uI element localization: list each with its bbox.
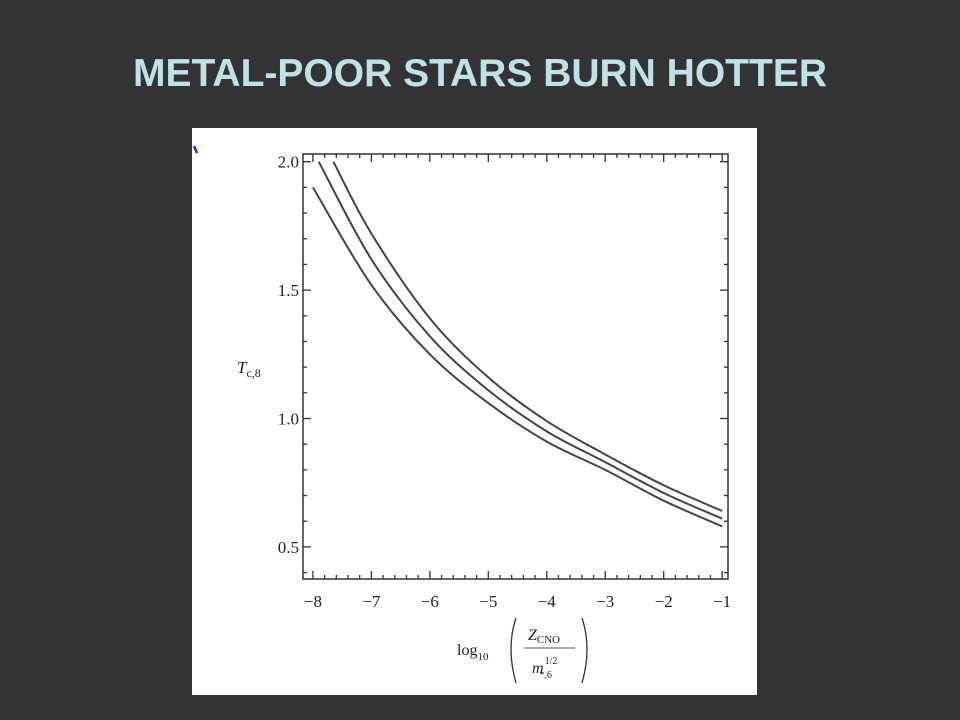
x-tick-label: −8 [304, 592, 322, 611]
pen-mark [192, 145, 199, 154]
x-tick-label: −4 [538, 592, 557, 611]
x-tick-label: −5 [479, 592, 497, 611]
y-tick-label: 2.0 [278, 153, 299, 172]
svg-text:m1/2*,6: m1/2 *,6 [532, 656, 557, 681]
slide-title: METAL-POOR STARS BURN HOTTER [132, 52, 828, 95]
x-tick-label: −1 [713, 592, 731, 611]
svg-text:log10: log10 [457, 642, 489, 663]
y-tick-label: 1.5 [278, 281, 299, 300]
chart: −8 −7 −6 −5 −4 −3 −2 −1 0.5 1.0 1.5 2.0 Tc,8 log10 … [192, 145, 731, 684]
series-line-2 [317, 161, 723, 520]
svg-text:ZCNO: ZCNO [528, 627, 560, 646]
x-tick-label: −6 [421, 592, 439, 611]
series-line-1 [312, 186, 723, 528]
x-tick-label: −3 [596, 592, 614, 611]
y-tick-label: 0.5 [278, 538, 299, 557]
plot-frame [302, 153, 729, 580]
x-axis-label: log10 ZCNO m1/2 *,6 [457, 617, 588, 684]
series-line-3 [332, 161, 723, 512]
chart-panel: −8 −7 −6 −5 −4 −3 −2 −1 0.5 1.0 1.5 2.0 Tc,8 log10 … [192, 128, 757, 695]
y-axis-label: Tc,8 [237, 358, 261, 380]
x-tick-label: −7 [362, 592, 381, 611]
y-tick-label: 1.0 [278, 410, 299, 429]
x-tick-label: −2 [655, 592, 673, 611]
